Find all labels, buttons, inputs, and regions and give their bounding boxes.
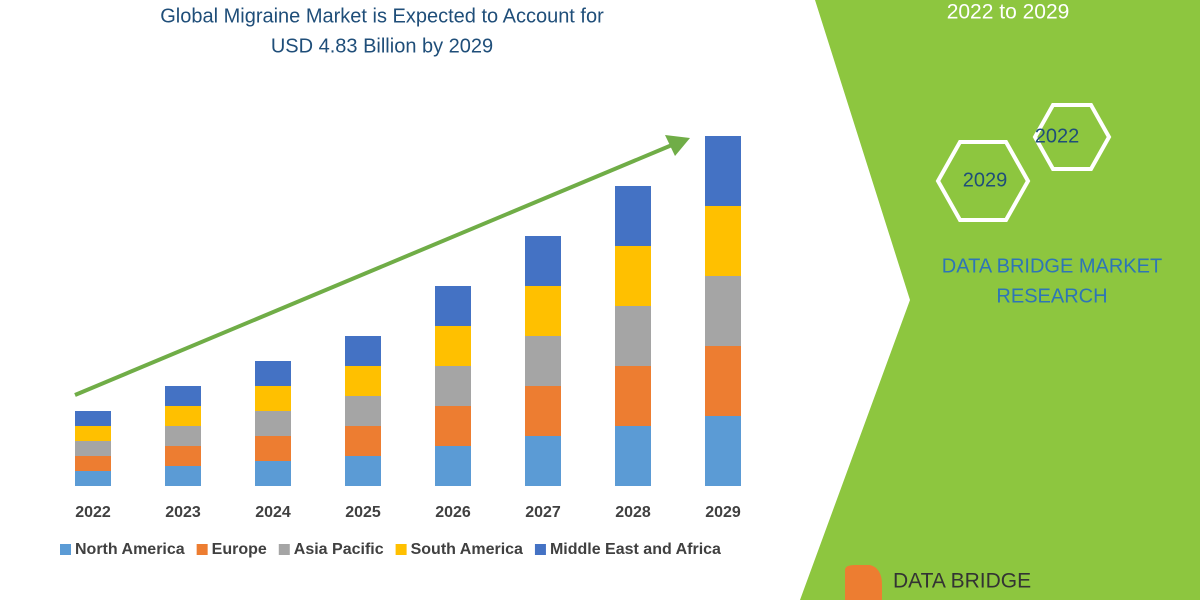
bar-segment xyxy=(525,436,561,486)
bar-segment xyxy=(165,446,201,466)
x-tick-label: 2023 xyxy=(165,504,201,521)
hexagon xyxy=(935,140,1031,222)
bar-segment xyxy=(525,236,561,286)
bar-segment xyxy=(75,441,111,456)
x-tick-label: 2026 xyxy=(435,504,471,521)
legend-label: Europe xyxy=(212,541,267,558)
hexagon-label: 2022 xyxy=(1035,125,1080,147)
bar-segment xyxy=(435,286,471,326)
bar-segment xyxy=(435,446,471,486)
x-tick-label: 2028 xyxy=(615,504,651,521)
x-tick-label: 2022 xyxy=(75,504,111,521)
bar-segment xyxy=(705,416,741,486)
bar-segment xyxy=(615,366,651,426)
bar-segment xyxy=(255,436,291,461)
x-tick-label: 2024 xyxy=(255,504,291,521)
legend-swatch xyxy=(196,544,208,555)
legend-swatch xyxy=(534,544,546,555)
bar-segment xyxy=(435,406,471,446)
bar-segment xyxy=(345,426,381,456)
bar-segment xyxy=(165,386,201,406)
period: 2022 to 2029 xyxy=(947,1,1070,24)
bar-segment xyxy=(525,336,561,386)
logo-icon xyxy=(845,565,882,600)
bar-segment xyxy=(615,426,651,486)
bar-segment xyxy=(165,406,201,426)
bar-segment xyxy=(705,276,741,346)
bar-segment xyxy=(345,396,381,426)
bar-segment xyxy=(525,386,561,436)
legend-label: North America xyxy=(75,541,185,558)
bar-segment xyxy=(435,326,471,366)
legend-swatch xyxy=(60,544,71,555)
bar-segment xyxy=(345,336,381,366)
chart-title: USD 4.83 Billion by 2029 xyxy=(271,35,493,57)
legend-label: Middle East and Africa xyxy=(550,541,721,558)
bar-segment xyxy=(75,456,111,471)
chart-title: Global Migraine Market is Expected to Ac… xyxy=(160,5,604,27)
bar-segment xyxy=(75,471,111,486)
bar-segment xyxy=(165,426,201,446)
bar-segment xyxy=(165,466,201,486)
bar-segment xyxy=(615,306,651,366)
bar-segment xyxy=(615,186,651,246)
legend-label: Asia Pacific xyxy=(294,541,384,558)
hexagon xyxy=(1032,103,1112,171)
bar-segment xyxy=(435,366,471,406)
hexagon-label: 2029 xyxy=(963,169,1008,191)
bar-segment xyxy=(615,246,651,306)
bar-segment xyxy=(255,386,291,411)
bar-segment xyxy=(705,206,741,276)
bar-segment xyxy=(705,136,741,206)
logo: DATA BRIDGE xyxy=(893,570,1031,593)
bar-segment xyxy=(255,461,291,486)
brand: DATA BRIDGE MARKET xyxy=(942,255,1162,277)
x-tick-label: 2025 xyxy=(345,504,381,521)
legend-swatch xyxy=(395,544,407,555)
bar-segment xyxy=(345,456,381,486)
bar-segment xyxy=(75,411,111,426)
x-tick-label: 2027 xyxy=(525,504,561,521)
bar-segment xyxy=(345,366,381,396)
legend-swatch xyxy=(278,544,290,555)
bar-segment xyxy=(255,361,291,386)
arrow-head xyxy=(665,135,690,156)
bar-segment xyxy=(75,426,111,441)
trend-arrow xyxy=(74,143,673,397)
brand: RESEARCH xyxy=(996,285,1107,307)
bar-segment xyxy=(255,411,291,436)
bar-segment xyxy=(705,346,741,416)
bar-segment xyxy=(525,286,561,336)
legend-label: South America xyxy=(411,541,523,558)
plot: 2022 2023 2024 2025 2026 2027 2028 2029 North Am… xyxy=(60,136,741,558)
x-tick-label: 2029 xyxy=(705,504,741,521)
